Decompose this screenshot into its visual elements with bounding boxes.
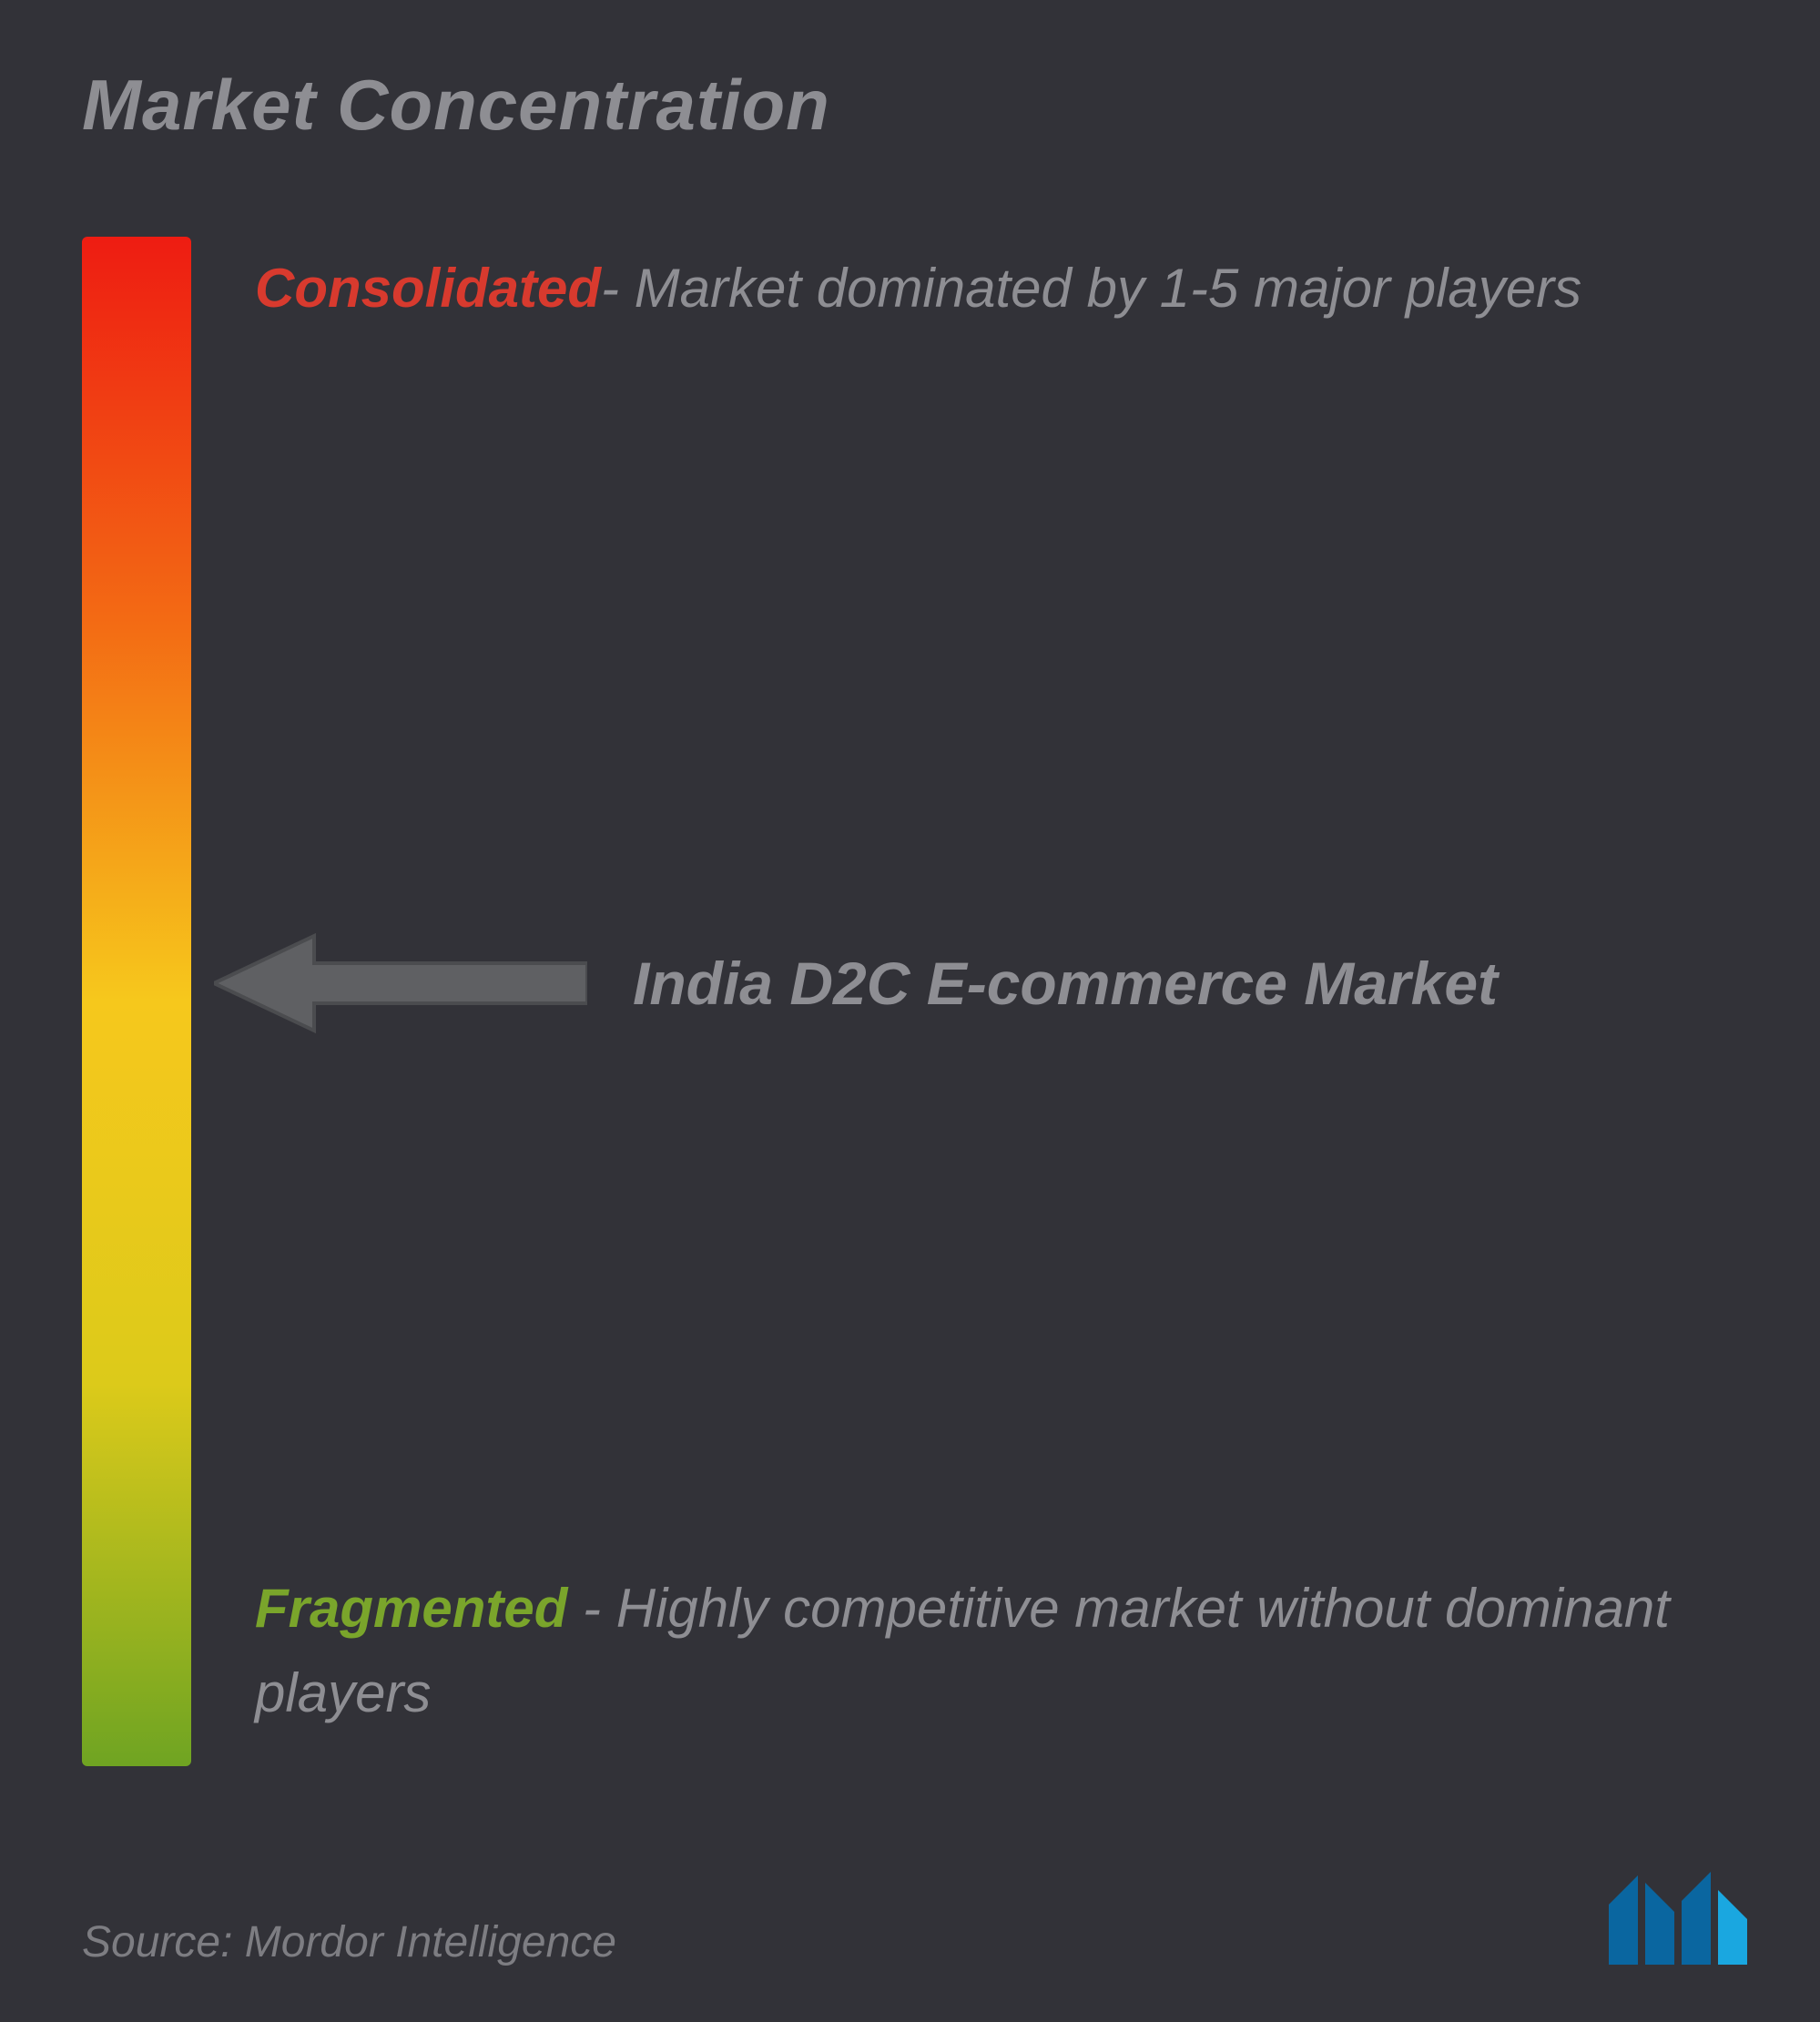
logo-bars — [1609, 1872, 1747, 1965]
market-position-marker: India D2C E-commerce Market — [214, 929, 1498, 1038]
consolidated-key: Consolidated — [255, 258, 601, 319]
arrow-shape — [214, 936, 587, 1031]
market-concentration-infographic: Market Concentration Consolidated- Marke… — [0, 0, 1820, 2022]
market-name: India D2C E-commerce Market — [633, 949, 1498, 1018]
fragmented-label: Fragmented - Highly competitive market w… — [255, 1566, 1729, 1735]
consolidated-desc: - Market dominated by 1-5 major players — [601, 258, 1581, 319]
concentration-spectrum-bar — [82, 237, 191, 1766]
source-attribution: Source: Mordor Intelligence — [82, 1917, 616, 1967]
consolidated-label: Consolidated- Market dominated by 1-5 ma… — [255, 246, 1729, 330]
arrow-left-icon — [214, 929, 587, 1038]
page-title: Market Concentration — [82, 64, 830, 147]
fragmented-key: Fragmented — [255, 1578, 567, 1639]
mordor-logo-icon — [1601, 1863, 1756, 1972]
